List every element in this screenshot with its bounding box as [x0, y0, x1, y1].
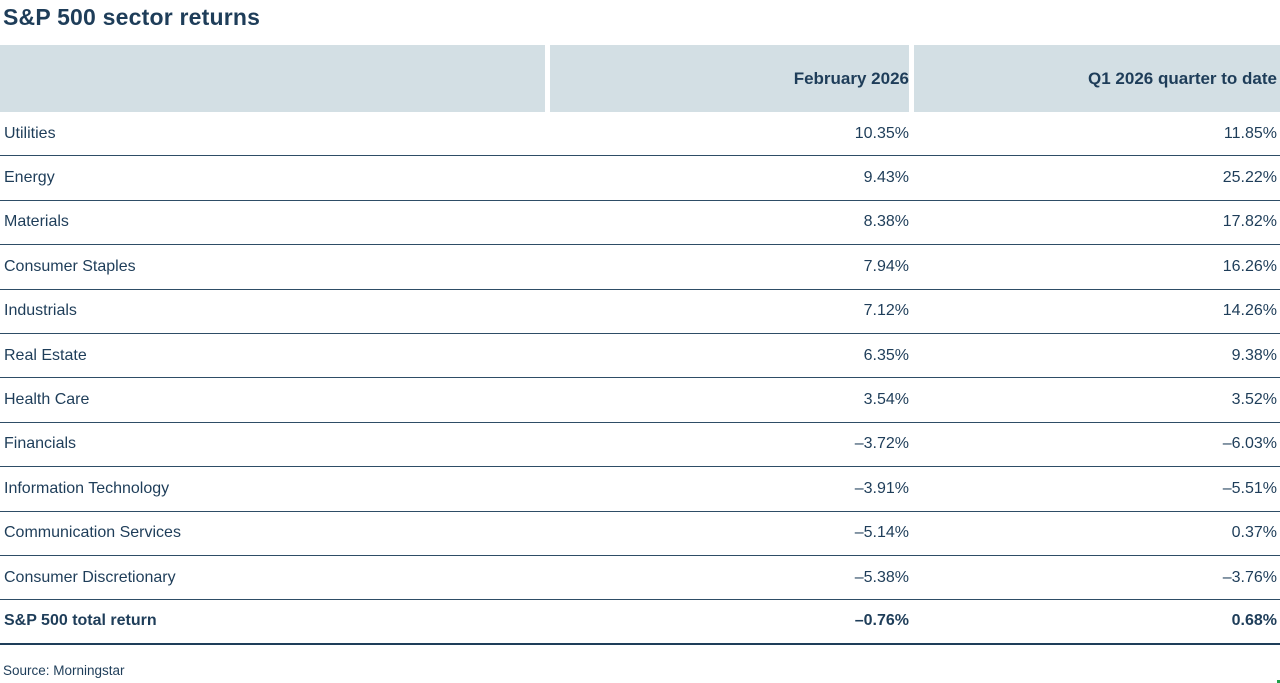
table-row: Financials –3.72% –6.03% — [0, 423, 1280, 468]
february-value: 10.35% — [854, 124, 909, 142]
sector-label: Industrials — [4, 302, 77, 320]
q1-value: –5.51% — [1222, 479, 1277, 497]
column-header-sector — [0, 45, 545, 112]
february-value: 7.12% — [863, 302, 909, 320]
table-row: Utilities 10.35% 11.85% — [0, 112, 1280, 157]
q1-value: 0.37% — [1231, 524, 1277, 542]
february-value: –5.38% — [854, 568, 909, 586]
february-value: 9.43% — [863, 169, 909, 187]
sector-label: Consumer Discretionary — [4, 568, 176, 586]
q1-value: 16.26% — [1222, 257, 1277, 275]
sector-label: Consumer Staples — [4, 257, 136, 275]
column-header-q1-2026-qtd: Q1 2026 quarter to date — [909, 45, 1280, 112]
february-value: 8.38% — [863, 213, 909, 231]
q1-value: 11.85% — [1223, 124, 1277, 142]
table-body: Utilities 10.35% 11.85% Energy 9.43% 25.… — [0, 112, 1280, 645]
q1-value: 17.82% — [1222, 213, 1277, 231]
sector-label: S&P 500 total return — [4, 612, 157, 630]
february-value: 3.54% — [863, 391, 909, 409]
february-value: –0.76% — [854, 612, 909, 630]
column-header-february-2026: February 2026 — [545, 45, 909, 112]
page-title: S&P 500 sector returns — [3, 4, 261, 30]
q1-value: 9.38% — [1231, 346, 1277, 364]
february-value: 7.94% — [863, 257, 909, 275]
source-note: Source: Morningstar — [3, 663, 125, 678]
february-value: –3.72% — [854, 435, 909, 453]
corner-artifact — [1277, 680, 1280, 683]
q1-value: –3.76% — [1222, 568, 1277, 586]
sector-label: Materials — [4, 213, 69, 231]
table-row: Communication Services –5.14% 0.37% — [0, 512, 1280, 556]
table-row: Industrials 7.12% 14.26% — [0, 290, 1280, 334]
sector-label: Real Estate — [4, 346, 87, 364]
q1-value: 25.22% — [1222, 169, 1277, 187]
sector-label: Energy — [4, 169, 55, 187]
table-row-total: S&P 500 total return –0.76% 0.68% — [0, 600, 1280, 645]
q1-value: 14.26% — [1222, 302, 1277, 320]
sector-label: Information Technology — [4, 479, 170, 497]
table-header-row: February 2026 Q1 2026 quarter to date — [0, 45, 1280, 112]
table-row: Consumer Discretionary –5.38% –3.76% — [0, 556, 1280, 601]
q1-value: 3.52% — [1231, 391, 1277, 409]
february-value: 6.35% — [863, 346, 909, 364]
sector-label: Health Care — [4, 391, 90, 409]
sector-label: Financials — [4, 435, 77, 453]
table-row: Information Technology –3.91% –5.51% — [0, 467, 1280, 512]
q1-value: 0.68% — [1231, 612, 1277, 630]
sector-label: Communication Services — [4, 524, 181, 542]
q1-value: –6.03% — [1222, 435, 1277, 453]
sector-returns-table: February 2026 Q1 2026 quarter to date Ut… — [0, 45, 1280, 645]
table-row: Energy 9.43% 25.22% — [0, 156, 1280, 201]
february-value: –5.14% — [854, 524, 909, 542]
table-row: Materials 8.38% 17.82% — [0, 201, 1280, 246]
february-value: –3.91% — [854, 479, 909, 497]
table-row: Real Estate 6.35% 9.38% — [0, 334, 1280, 379]
table-row: Health Care 3.54% 3.52% — [0, 378, 1280, 423]
sector-label: Utilities — [4, 124, 56, 142]
table-row: Consumer Staples 7.94% 16.26% — [0, 245, 1280, 290]
